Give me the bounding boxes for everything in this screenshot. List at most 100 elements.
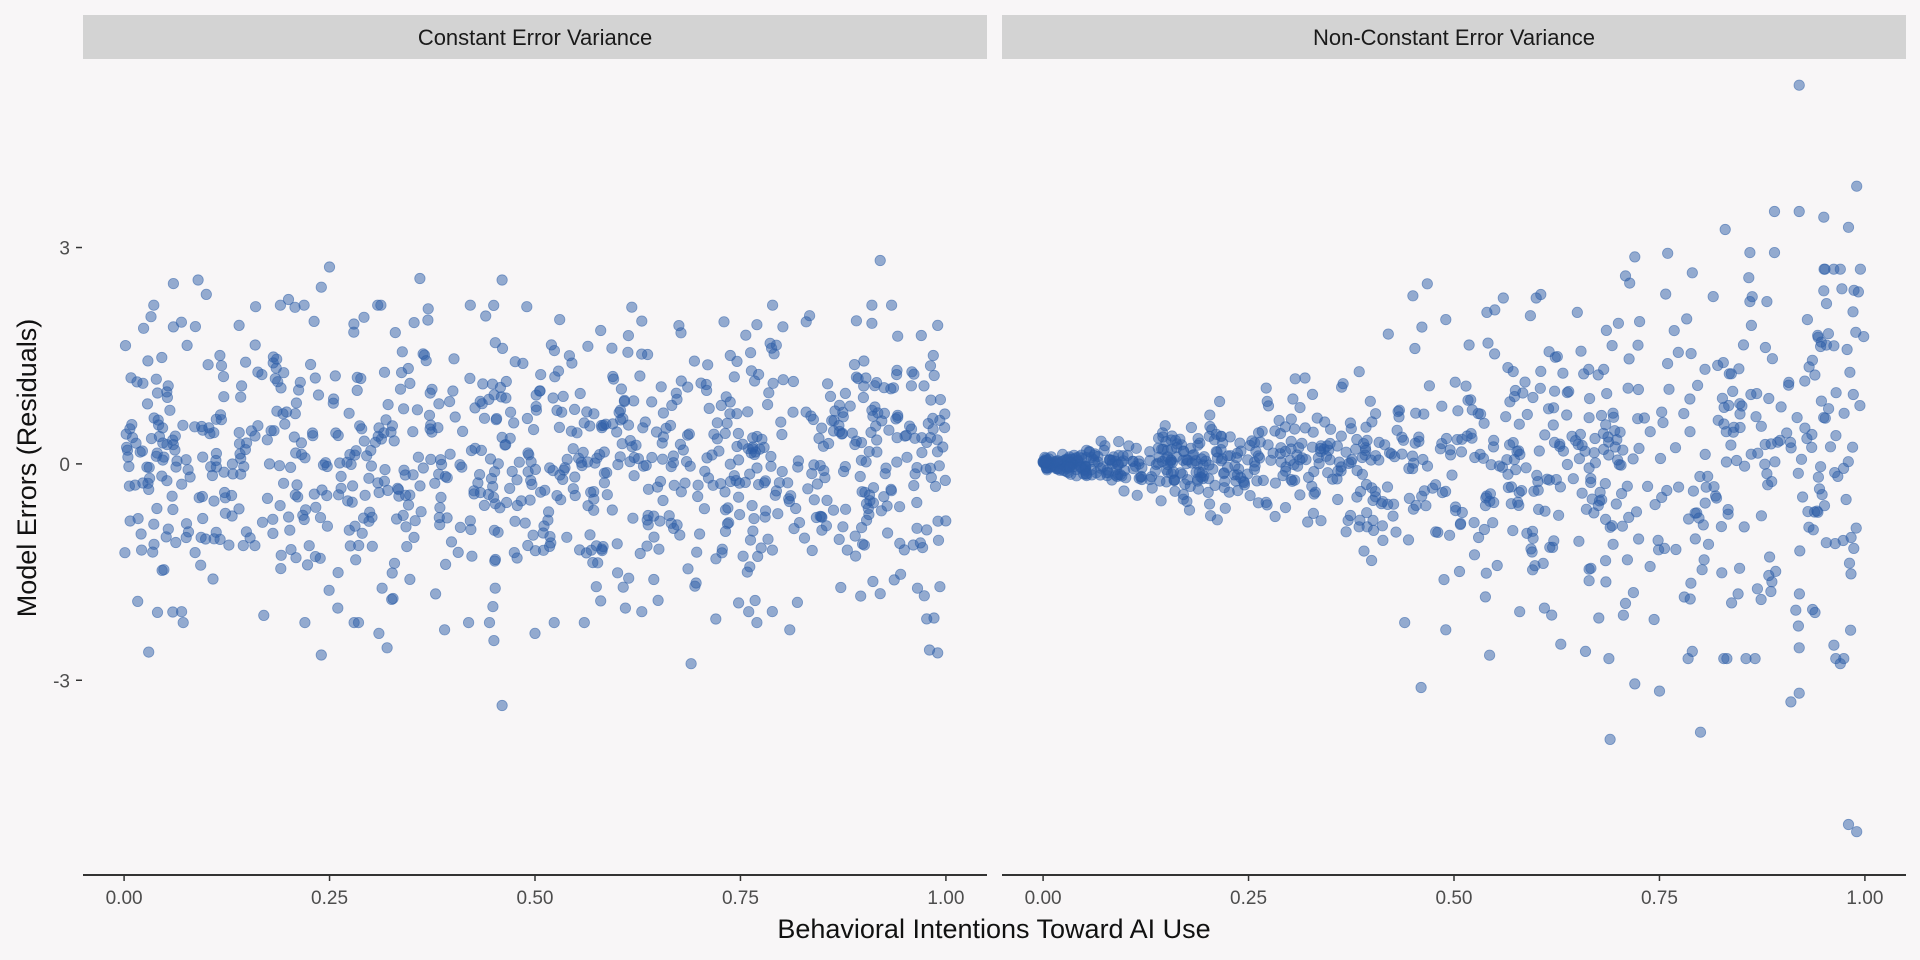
data-point bbox=[200, 288, 212, 300]
data-point bbox=[1194, 437, 1206, 449]
data-point bbox=[867, 575, 879, 588]
data-point bbox=[1763, 569, 1775, 582]
data-point bbox=[1851, 180, 1863, 192]
data-point bbox=[1830, 387, 1842, 399]
data-point bbox=[927, 349, 939, 362]
data-point bbox=[1146, 482, 1158, 494]
data-point bbox=[1733, 363, 1745, 375]
data-point bbox=[1187, 449, 1199, 461]
data-point bbox=[151, 606, 164, 619]
data-point bbox=[653, 543, 665, 555]
data-point bbox=[921, 524, 933, 536]
data-point bbox=[618, 394, 631, 406]
data-point bbox=[164, 404, 176, 416]
data-point bbox=[1524, 310, 1537, 322]
data-point bbox=[1807, 603, 1819, 616]
data-point bbox=[710, 613, 722, 625]
data-point bbox=[1407, 290, 1419, 302]
x-tick-label: 0.75 bbox=[1641, 888, 1678, 909]
data-point bbox=[388, 557, 401, 569]
data-point bbox=[1279, 501, 1292, 514]
data-point bbox=[1629, 251, 1641, 263]
data-point bbox=[732, 454, 745, 466]
data-point bbox=[182, 464, 194, 476]
data-point bbox=[1845, 624, 1857, 636]
data-point bbox=[404, 489, 416, 501]
data-point bbox=[816, 422, 828, 434]
data-point bbox=[1699, 497, 1711, 509]
data-point bbox=[233, 503, 245, 515]
data-point bbox=[915, 329, 927, 342]
data-point bbox=[598, 467, 611, 479]
data-point bbox=[776, 428, 788, 441]
data-point bbox=[275, 382, 287, 394]
data-point bbox=[237, 539, 249, 552]
data-point bbox=[1576, 487, 1588, 499]
data-point bbox=[667, 522, 680, 535]
data-point bbox=[673, 319, 685, 332]
data-point bbox=[742, 406, 754, 418]
data-point bbox=[1847, 388, 1859, 401]
data-point bbox=[1734, 408, 1746, 420]
data-point bbox=[363, 472, 375, 484]
data-point bbox=[357, 512, 370, 524]
data-point bbox=[732, 427, 745, 440]
data-point bbox=[1538, 602, 1551, 614]
data-point bbox=[1444, 529, 1456, 541]
data-point bbox=[866, 299, 878, 311]
data-point bbox=[365, 460, 377, 472]
data-point bbox=[578, 616, 590, 629]
data-point bbox=[356, 527, 368, 539]
data-point bbox=[439, 558, 452, 571]
data-point bbox=[626, 301, 638, 313]
data-point bbox=[1530, 292, 1542, 304]
data-point bbox=[344, 540, 356, 552]
data-point bbox=[765, 450, 777, 463]
data-point bbox=[456, 425, 469, 437]
data-point bbox=[136, 445, 148, 457]
data-point bbox=[1850, 326, 1862, 338]
data-point bbox=[429, 588, 442, 600]
data-point bbox=[885, 299, 898, 311]
data-point bbox=[854, 470, 866, 483]
data-point bbox=[841, 544, 853, 556]
data-point bbox=[483, 616, 496, 629]
data-point bbox=[530, 389, 542, 401]
data-point bbox=[892, 409, 904, 421]
data-point bbox=[1219, 502, 1231, 514]
data-point bbox=[524, 494, 536, 506]
data-point bbox=[1513, 418, 1525, 430]
data-point bbox=[504, 482, 516, 494]
data-point bbox=[690, 577, 702, 589]
x-axis-title: Behavioral Intentions Toward AI Use bbox=[777, 914, 1210, 944]
data-point bbox=[646, 396, 658, 408]
data-point bbox=[1150, 458, 1162, 470]
data-point bbox=[916, 446, 928, 459]
data-point bbox=[332, 566, 344, 579]
data-point bbox=[1768, 205, 1781, 218]
data-point bbox=[1685, 347, 1697, 360]
data-point bbox=[408, 531, 420, 544]
data-point bbox=[654, 515, 666, 527]
data-point bbox=[1583, 363, 1595, 375]
data-point bbox=[1592, 499, 1604, 512]
data-point bbox=[176, 478, 188, 490]
data-point bbox=[267, 351, 279, 363]
data-point bbox=[1588, 447, 1600, 459]
data-point bbox=[871, 434, 883, 446]
data-point bbox=[335, 470, 347, 482]
data-point bbox=[585, 486, 597, 498]
data-point bbox=[1420, 500, 1432, 512]
data-point bbox=[263, 458, 276, 470]
data-point bbox=[1361, 507, 1373, 519]
data-point bbox=[792, 455, 805, 467]
data-point bbox=[928, 369, 940, 382]
data-point bbox=[759, 505, 772, 517]
data-point bbox=[1698, 554, 1710, 566]
data-point bbox=[494, 381, 506, 394]
data-point bbox=[1553, 509, 1565, 521]
data-point bbox=[1332, 465, 1344, 477]
data-point bbox=[1376, 520, 1389, 532]
data-point bbox=[762, 533, 774, 545]
data-point bbox=[741, 566, 753, 578]
